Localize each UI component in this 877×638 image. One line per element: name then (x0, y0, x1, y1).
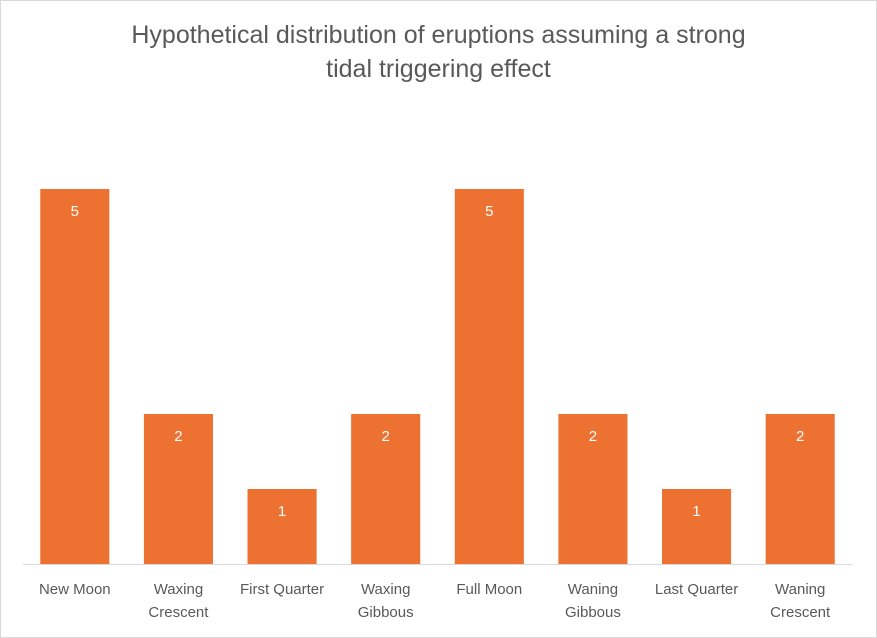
x-tick-label-line: Full Moon (456, 581, 522, 598)
x-tick-label-1: Waxing Crescent (148, 581, 209, 621)
bar-0 (40, 189, 110, 564)
data-label-4: 5 (485, 203, 493, 220)
chart-title-line-2: tidal triggering effect (326, 55, 551, 83)
x-tick-label-line: New Moon (39, 581, 111, 598)
x-tick-label-line: Waxing (154, 581, 203, 598)
data-label-2: 1 (278, 503, 286, 520)
x-tick-label-line: Last Quarter (655, 581, 738, 598)
x-tick-label-7: Waning Crescent (770, 581, 831, 621)
x-tick-label-2: First Quarter (240, 581, 324, 598)
x-tick-label-4: Full Moon (456, 581, 522, 598)
bar-5 (558, 414, 628, 564)
bar-1 (143, 414, 213, 564)
x-tick-label-line: Gibbous (565, 604, 621, 621)
x-tick-label-line: Waning (568, 581, 618, 598)
x-tick-label-0: New Moon (39, 581, 111, 598)
x-tick-label-line: Waxing (361, 581, 410, 598)
chart-title: Hypothetical distribution of eruptions a… (0, 18, 877, 86)
bar-7 (765, 414, 835, 564)
data-label-5: 2 (589, 428, 597, 445)
x-tick-label-line: Gibbous (358, 604, 414, 621)
data-label-3: 2 (382, 428, 390, 445)
x-tick-label-5: Waning Gibbous (565, 581, 621, 621)
data-label-6: 1 (692, 503, 700, 520)
chart-title-line-1: Hypothetical distribution of eruptions a… (131, 21, 746, 49)
data-label-1: 2 (174, 428, 182, 445)
bar-6 (662, 489, 732, 564)
bar-3 (351, 414, 421, 564)
x-tick-label-line: Crescent (770, 604, 831, 621)
bar-2 (247, 489, 317, 564)
bar-4 (454, 189, 524, 564)
x-tick-label-line: Crescent (148, 604, 209, 621)
x-tick-label-6: Last Quarter (655, 581, 738, 598)
data-label-0: 5 (71, 203, 79, 220)
x-tick-label-line: Waning (775, 581, 825, 598)
data-label-7: 2 (796, 428, 804, 445)
x-tick-label-3: Waxing Gibbous (358, 581, 414, 621)
x-tick-label-line: First Quarter (240, 581, 324, 598)
